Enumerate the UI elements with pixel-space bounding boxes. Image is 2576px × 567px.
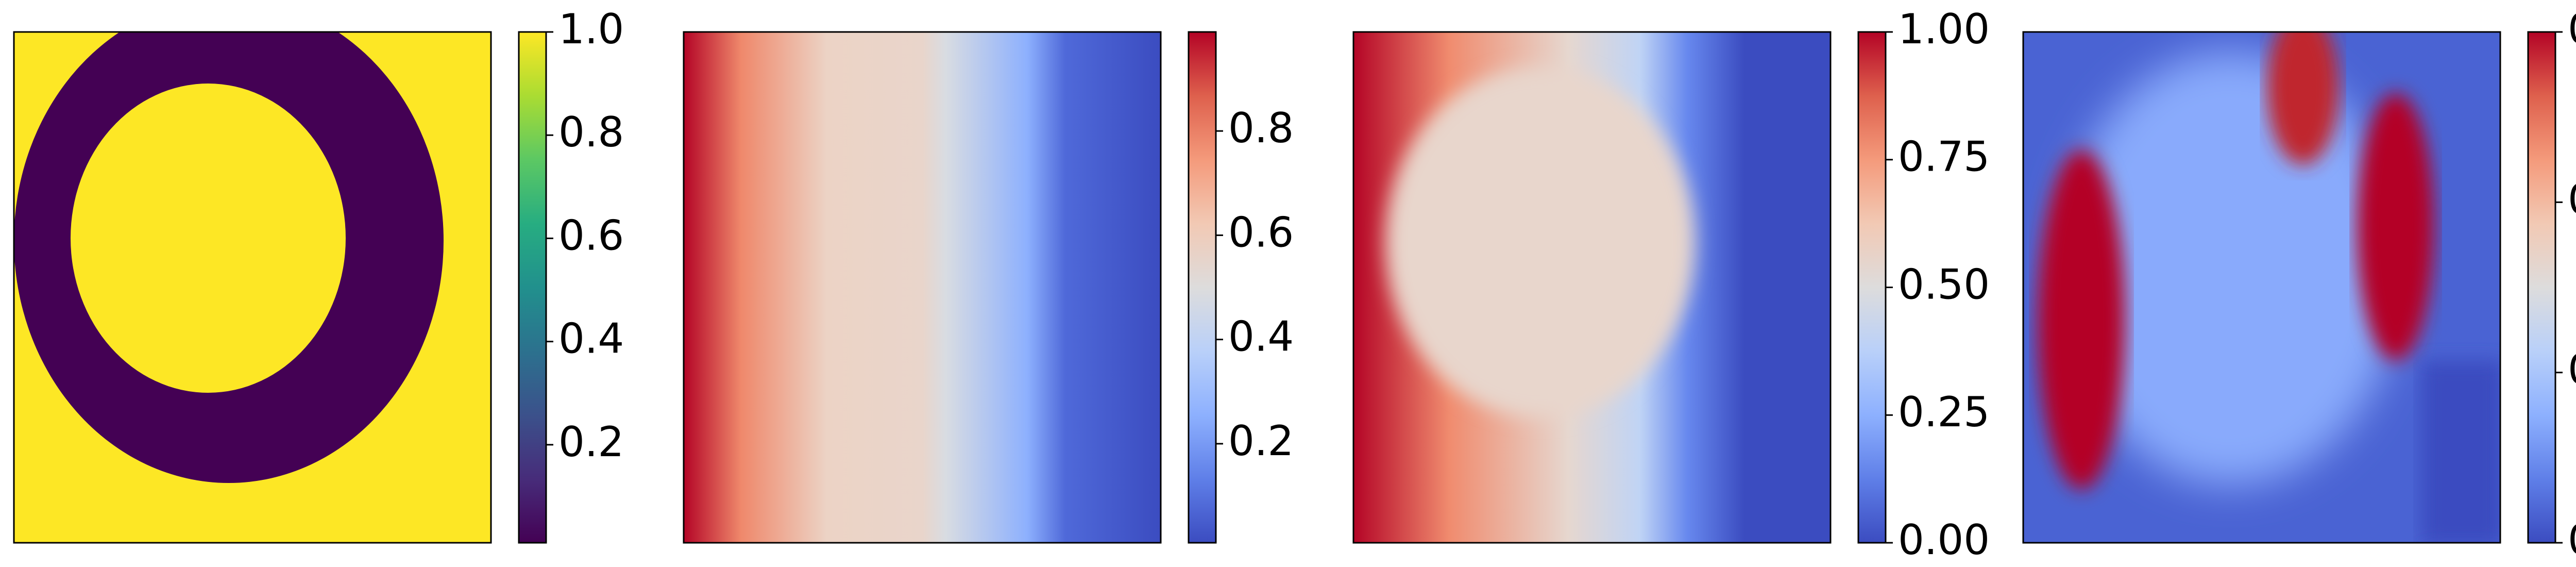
- colorbar-tick-label: 0.75: [1898, 133, 1990, 181]
- colorbar-tick-label: 0.50: [1898, 260, 1990, 308]
- colorbar-tick-label: 0.15: [2568, 5, 2576, 53]
- colorbar: [2527, 31, 2556, 544]
- colorbar-tick-label: 0.2: [1228, 417, 1294, 465]
- colorbar-tick-label: 0.4: [1228, 313, 1294, 361]
- colorbar-tick-label: 1.0: [558, 5, 624, 53]
- image-1: [14, 32, 491, 543]
- colorbar-tick-label: 1.00: [1898, 5, 1990, 53]
- image-3: [1353, 32, 1831, 543]
- frame: [13, 31, 492, 544]
- colorbar: [1857, 31, 1887, 544]
- colorbar-tick-label: 0.8: [1228, 104, 1294, 152]
- colorbar-tick-label: 0.00: [2568, 516, 2576, 564]
- frame: [683, 31, 1162, 544]
- colorbar-tick-label: 0.05: [2568, 346, 2576, 394]
- colorbar-tick-label: 0.6: [1228, 208, 1294, 256]
- colorbar-tick-label: 0.10: [2568, 175, 2576, 223]
- colorbar-tick-label: 0.8: [558, 108, 624, 156]
- image-2: [684, 32, 1161, 543]
- frame: [2022, 31, 2501, 544]
- colorbar-tick-label: 0.00: [1898, 516, 1990, 564]
- colorbar-tick-label: 0.25: [1898, 388, 1990, 436]
- image-4: [2023, 32, 2500, 543]
- frame: [1352, 31, 1832, 544]
- colorbar-tick-label: 0.2: [558, 418, 624, 466]
- colorbar: [518, 31, 547, 544]
- colorbar-tick-label: 0.4: [558, 315, 624, 363]
- colorbar-tick-label: 0.6: [558, 211, 624, 259]
- colorbar: [1188, 31, 1217, 544]
